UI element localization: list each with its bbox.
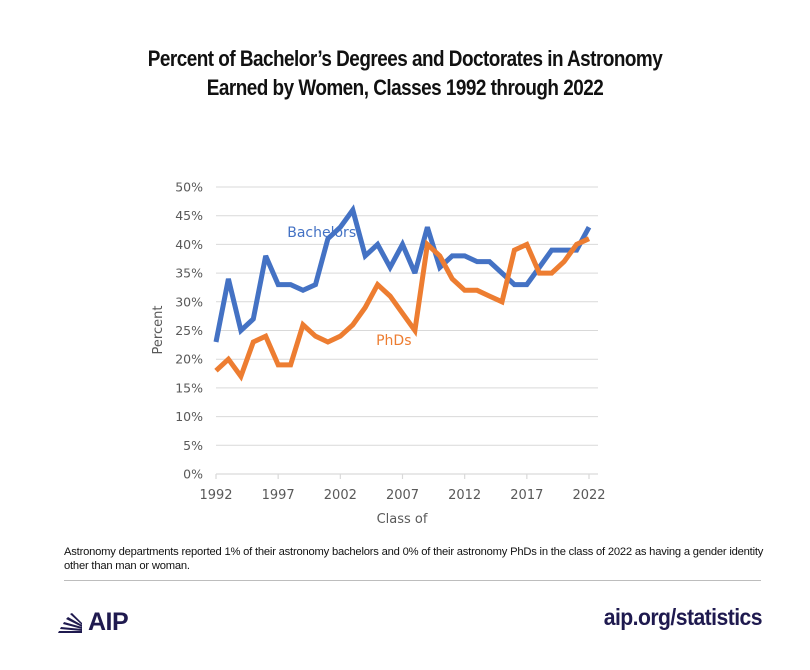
y-tick-label: 50%: [175, 180, 203, 195]
y-tick-label: 45%: [175, 208, 203, 223]
x-tick-label: 2017: [510, 488, 543, 503]
x-tick-label: 1992: [199, 488, 232, 503]
y-tick-label: 10%: [175, 409, 203, 424]
x-tick-label: 2012: [448, 488, 481, 503]
x-tick-label: 1997: [262, 488, 295, 503]
y-tick-label: 15%: [175, 380, 203, 395]
y-axis-title: Percent: [151, 306, 166, 355]
y-tick-label: 40%: [175, 237, 203, 252]
x-axis-tick-labels: 1992 1997 2002 2007 2012 2017 2022: [199, 488, 605, 503]
y-tick-label: 30%: [175, 294, 203, 309]
y-tick-label: 20%: [175, 352, 203, 367]
x-tick-label: 2007: [386, 488, 419, 503]
y-axis-tick-labels: 0% 5% 10% 15% 20% 25% 30% 35% 40% 45% 50%: [175, 180, 203, 482]
series-line-bachelors: [213, 204, 592, 343]
series-label-phds: PhDs: [376, 333, 411, 349]
series-lines: [213, 204, 592, 382]
x-tick-label: 2002: [324, 488, 357, 503]
footnote: Astronomy departments reported 1% of the…: [64, 546, 764, 572]
chart-title: Percent of Bachelor’s Degrees and Doctor…: [57, 44, 754, 102]
chart-title-line-1: Percent of Bachelor’s Degrees and Doctor…: [147, 46, 663, 71]
logo-text: AIP: [88, 608, 129, 636]
series-labels: Bachelors PhDs: [287, 225, 411, 349]
chart-title-line-2: Earned by Women, Classes 1992 through 20…: [206, 75, 604, 100]
y-tick-label: 0%: [183, 467, 203, 482]
y-tick-label: 5%: [183, 438, 203, 453]
line-chart: 0% 5% 10% 15% 20% 25% 30% 35% 40% 45% 50% 1992 1997…: [151, 180, 606, 528]
statistics-url-link[interactable]: aip.org/statistics: [603, 604, 763, 630]
aip-logo[interactable]: AIP: [56, 608, 129, 637]
y-tick-label: 25%: [175, 323, 203, 338]
y-tick-label: 35%: [175, 266, 203, 281]
aip-fan-icon: [58, 612, 82, 633]
divider: [64, 580, 761, 581]
series-label-bachelors: Bachelors: [287, 225, 356, 241]
x-tick-label: 2022: [572, 488, 605, 503]
series-line-phds: [214, 236, 591, 382]
x-axis-title: Class of: [377, 512, 428, 527]
x-axis: [215, 473, 598, 479]
